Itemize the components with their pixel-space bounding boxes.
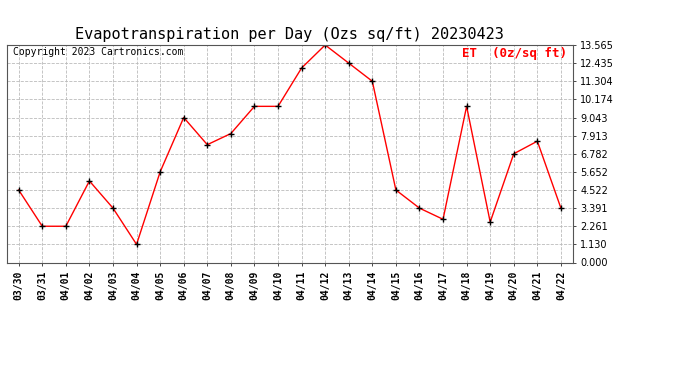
Text: ET  (0z/sq ft): ET (0z/sq ft) — [462, 47, 567, 60]
Title: Evapotranspiration per Day (Ozs sq/ft) 20230423: Evapotranspiration per Day (Ozs sq/ft) 2… — [75, 27, 504, 42]
Text: Copyright 2023 Cartronics.com: Copyright 2023 Cartronics.com — [12, 47, 183, 57]
